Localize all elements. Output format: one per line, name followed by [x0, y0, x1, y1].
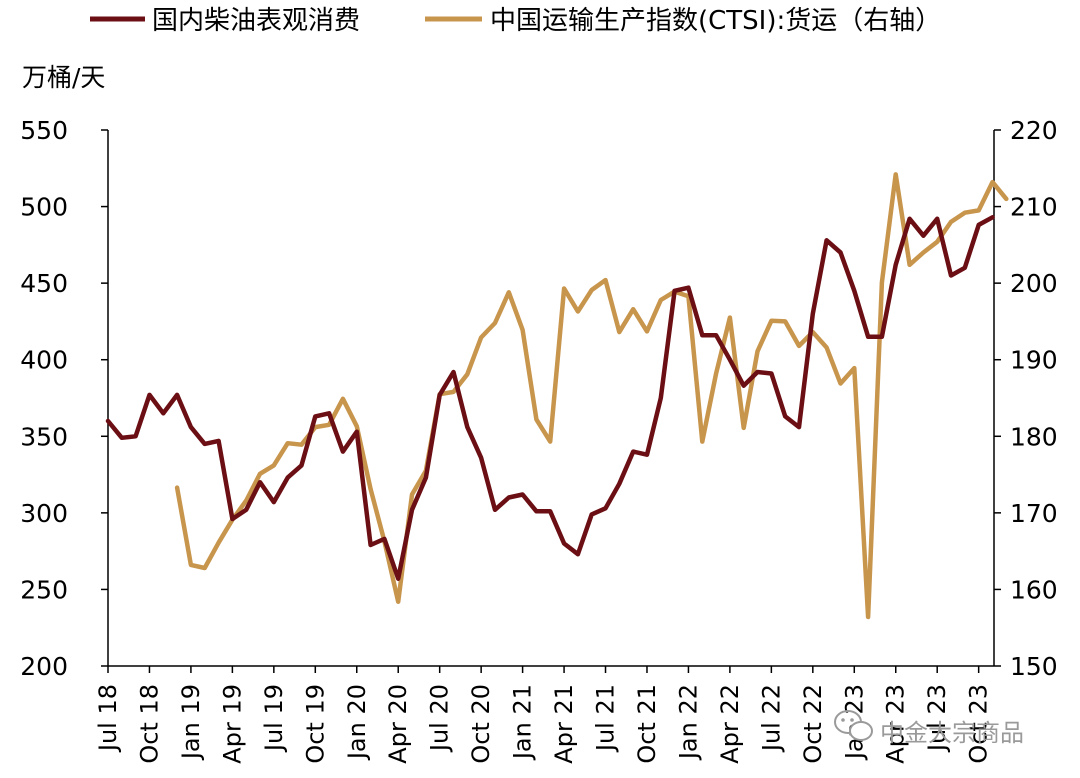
y-left-ticks: 200 250 300 350 400 450 500 550 — [20, 116, 108, 681]
x-tick-label: Jul 22 — [757, 684, 785, 753]
x-tick-label: Jan 22 — [674, 684, 702, 761]
y-left-tick-label: 400 — [20, 346, 68, 375]
x-tick-label: Jul 23 — [923, 684, 951, 753]
y-left-tick-label: 500 — [20, 193, 68, 222]
y-left-tick-label: 450 — [20, 269, 68, 298]
x-tick-label: Jul 21 — [592, 684, 620, 753]
y-right-tick-label: 150 — [1010, 652, 1058, 681]
y-left-tick-label: 550 — [20, 116, 68, 145]
y-right-tick-label: 220 — [1010, 116, 1058, 145]
series-line-diesel — [105, 215, 995, 581]
x-tick-label: Apr 22 — [716, 684, 744, 764]
y-right-tick-label: 160 — [1010, 575, 1058, 604]
y-left-tick-label: 200 — [20, 652, 68, 681]
y-left-tick-label: 350 — [20, 422, 68, 451]
legend-label-diesel: 国内柴油表观消费 — [152, 6, 360, 36]
x-tick-label: Apr 23 — [882, 684, 910, 764]
x-tick-label: Jan 20 — [343, 684, 371, 761]
y-right-tick-label: 190 — [1010, 346, 1058, 375]
y-right-tick-label: 170 — [1010, 499, 1058, 528]
x-tick-label: Oct 19 — [301, 684, 329, 764]
y-left-tick-label: 250 — [20, 575, 68, 604]
x-tick-label: Jan 19 — [177, 684, 205, 761]
x-axis-ticks: Jul 18 Oct 18 Jan 19 Apr 19 Jul 19 Oct 19 Jan … — [94, 666, 993, 764]
x-tick-label: Jan 21 — [509, 684, 537, 761]
y-right-ticks: 150 160 170 180 190 200 210 220 — [994, 116, 1058, 681]
x-tick-label: Oct 20 — [467, 684, 495, 764]
watermark: 中金大宗商品 — [834, 710, 1024, 747]
x-tick-label: Oct 23 — [965, 684, 993, 764]
legend-label-ctsi: 中国运输生产指数(CTSI):货运（右轴） — [490, 6, 941, 36]
y-right-tick-label: 180 — [1010, 422, 1058, 451]
series-layer — [105, 172, 1009, 620]
x-tick-label: Jul 18 — [94, 684, 122, 753]
y-right-tick-label: 210 — [1010, 193, 1058, 222]
watermark-text: 中金大宗商品 — [880, 719, 1024, 747]
x-tick-label: Jul 19 — [260, 684, 288, 753]
x-tick-label: Apr 20 — [384, 684, 412, 764]
x-tick-label: Jul 20 — [426, 684, 454, 753]
x-tick-label: Apr 21 — [550, 684, 578, 764]
x-tick-label: Oct 21 — [633, 684, 661, 764]
x-tick-label: Oct 22 — [799, 684, 827, 764]
y-left-tick-label: 300 — [20, 499, 68, 528]
legend: 国内柴油表观消费 中国运输生产指数(CTSI):货运（右轴） — [90, 6, 941, 36]
x-tick-label: Apr 19 — [218, 684, 246, 764]
x-tick-label: Oct 18 — [135, 684, 163, 764]
series-line-ctsi — [174, 172, 1009, 620]
y-right-tick-label: 200 — [1010, 269, 1058, 298]
wechat-icon — [834, 710, 873, 741]
y-left-unit-label: 万桶/天 — [22, 63, 105, 92]
